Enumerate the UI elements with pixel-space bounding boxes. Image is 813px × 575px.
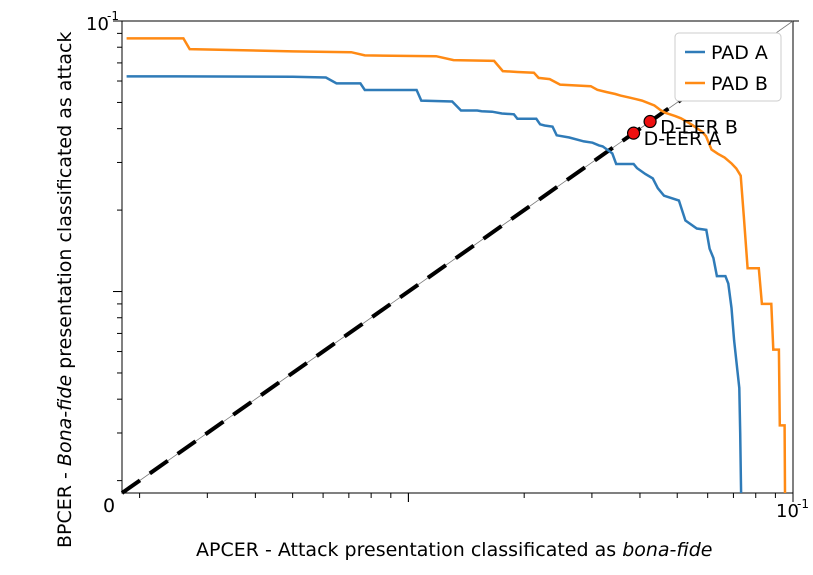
y-axis-label: BPCER - Bona-fide presentation classific… [54,32,76,548]
y-top-tick-label: 10 -1 [86,9,119,35]
x-axis-label-italic: bona-fide [622,539,712,561]
legend-label-pad-a: PAD A [711,42,768,64]
annotation-layer: D-EER AD-EER B [626,114,738,150]
y-top-exponent: -1 [107,9,119,23]
series-line-pad-b [126,37,787,494]
x-axis-label-main: APCER - Attack presentation classificate… [196,539,622,561]
y-axis-label-suffix: presentation classificated as attack [54,32,76,375]
legend-label-pad-b: PAD B [711,73,768,95]
series-line-pad-a [126,75,743,494]
deer-marker-a [626,126,641,140]
legend: PAD A PAD B [674,32,782,102]
x-origin-tick-label: 0 [103,495,115,517]
x-end-exponent: -1 [797,497,809,511]
y-axis-label-prefix: BPCER - [54,466,76,548]
deer-label-b: D-EER B [660,117,738,139]
x-axis-label: APCER - Attack presentation classificate… [196,539,712,561]
y-top-base: 10 [86,14,109,35]
deer-marker-b [643,114,657,129]
y-axis-label-italic: Bona-fide [54,375,76,466]
series-layer [126,37,787,494]
x-end-tick-label: 10 -1 [776,497,809,522]
deer-label-a: D-EER A [644,128,722,150]
y-axis-minor-ticks [113,20,799,482]
x-end-base: 10 [776,501,799,522]
x-axis-minor-ticks [139,493,794,502]
x-origin-label: 0 [103,495,115,517]
